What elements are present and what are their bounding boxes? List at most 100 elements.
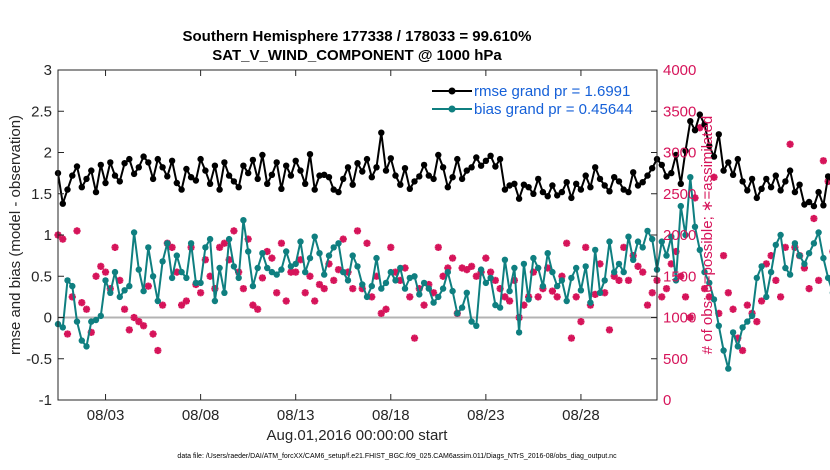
- bias-point: [259, 250, 266, 257]
- bias-point: [729, 329, 737, 336]
- bias-point: [763, 293, 770, 301]
- obs-assimilated-point: [577, 318, 585, 326]
- rmse-point: [230, 178, 238, 185]
- rmse-point: [492, 163, 499, 170]
- bias-point: [368, 282, 375, 290]
- bias-point: [397, 264, 404, 272]
- rmse-point: [335, 188, 342, 196]
- bias-point: [145, 244, 152, 251]
- obs-assimilated-point: [634, 262, 642, 270]
- bias-point: [568, 274, 575, 282]
- rmse-point: [354, 160, 361, 167]
- bias-point: [530, 254, 537, 262]
- obs-assimilated-point: [677, 272, 685, 280]
- rmse-point: [482, 157, 490, 164]
- rmse-point: [487, 152, 494, 159]
- bias-point: [706, 279, 713, 287]
- legend-rmse-marker: [448, 87, 456, 95]
- bias-point: [791, 240, 799, 247]
- rmse-series: [54, 111, 830, 210]
- bias-point: [563, 297, 570, 305]
- rmse-point: [715, 131, 722, 138]
- bias-point: [278, 266, 285, 273]
- rmse-point: [197, 155, 204, 163]
- rmse-point: [515, 195, 523, 202]
- bias-point: [387, 268, 394, 276]
- bias-point: [796, 252, 803, 259]
- bias-point: [463, 289, 470, 296]
- rmse-point: [245, 169, 252, 177]
- bias-point: [225, 235, 233, 243]
- bias-point: [767, 268, 775, 276]
- rmse-point: [720, 167, 727, 174]
- bias-point: [525, 296, 532, 303]
- bias-point: [363, 293, 371, 301]
- rmse-point: [463, 167, 470, 174]
- rmse-point: [625, 188, 632, 196]
- y-left-tick-label: 1: [44, 227, 52, 244]
- bias-point: [458, 304, 466, 311]
- rmse-point: [368, 174, 375, 181]
- rmse-point: [554, 192, 561, 199]
- y-axis-left: -1 -0.5 0 0.5 1 1.5 2 2.5 3: [26, 62, 64, 409]
- bias-point: [340, 268, 347, 276]
- rmse-point: [378, 129, 385, 136]
- rmse-point: [449, 174, 456, 181]
- bias-point: [330, 244, 337, 251]
- rmse-point: [786, 167, 794, 174]
- rmse-point: [83, 175, 90, 183]
- rmse-point: [340, 175, 347, 183]
- obs-assimilated-point: [567, 334, 576, 342]
- rmse-point: [563, 179, 570, 186]
- rmse-point: [796, 181, 803, 188]
- rmse-point: [249, 156, 257, 164]
- bias-point: [249, 282, 257, 290]
- bias-point: [487, 274, 494, 282]
- rmse-point: [382, 167, 390, 174]
- bias-point: [687, 174, 694, 181]
- obs-assimilated-point: [249, 301, 257, 309]
- rmse-point: [739, 178, 746, 185]
- bias-point: [245, 248, 252, 255]
- rmse-point: [568, 194, 575, 202]
- bias-point: [611, 268, 618, 276]
- obs-assimilated-point: [686, 313, 694, 322]
- bias-point: [615, 260, 623, 268]
- rmse-point: [454, 155, 461, 163]
- bias-point: [639, 244, 646, 251]
- bias-point: [582, 263, 589, 270]
- rmse-point: [672, 151, 680, 159]
- bias-point: [221, 289, 228, 296]
- rmse-point: [287, 172, 295, 179]
- legend: rmse grand pr = 1.6991 bias grand pr = 0…: [432, 83, 633, 118]
- bias-point: [283, 248, 290, 255]
- rmse-point: [558, 188, 566, 196]
- obs-assimilated-point: [258, 274, 267, 282]
- bias-point: [154, 297, 161, 305]
- obs-assimilated-point: [92, 272, 100, 280]
- bias-point: [240, 217, 247, 224]
- bias-point: [539, 282, 547, 290]
- rmse-point: [411, 178, 418, 185]
- rmse-point: [596, 175, 604, 183]
- obs-assimilated-point: [472, 272, 480, 280]
- obs-assimilated-point: [643, 301, 652, 309]
- bias-point: [111, 268, 119, 276]
- x-tick-label: 08/13: [277, 407, 315, 424]
- x-tick-label: 08/18: [372, 407, 410, 424]
- y-axis-left-label: rmse and bias (model - observation): [7, 115, 24, 355]
- obs-assimilated-point: [178, 301, 186, 309]
- rmse-point: [634, 182, 642, 189]
- obs-assimilated-point: [230, 227, 238, 235]
- bias-point: [535, 264, 542, 272]
- obs-assimilated-point: [534, 293, 542, 301]
- bias-point: [501, 256, 509, 263]
- obs-assimilated-point: [772, 276, 780, 284]
- bias-point: [815, 229, 822, 236]
- obs-assimilated-point: [753, 318, 761, 326]
- y-left-tick-label: 0.5: [31, 268, 52, 285]
- rmse-point: [701, 121, 708, 128]
- y-right-tick-label: 1500: [663, 268, 696, 285]
- bias-point: [577, 287, 585, 294]
